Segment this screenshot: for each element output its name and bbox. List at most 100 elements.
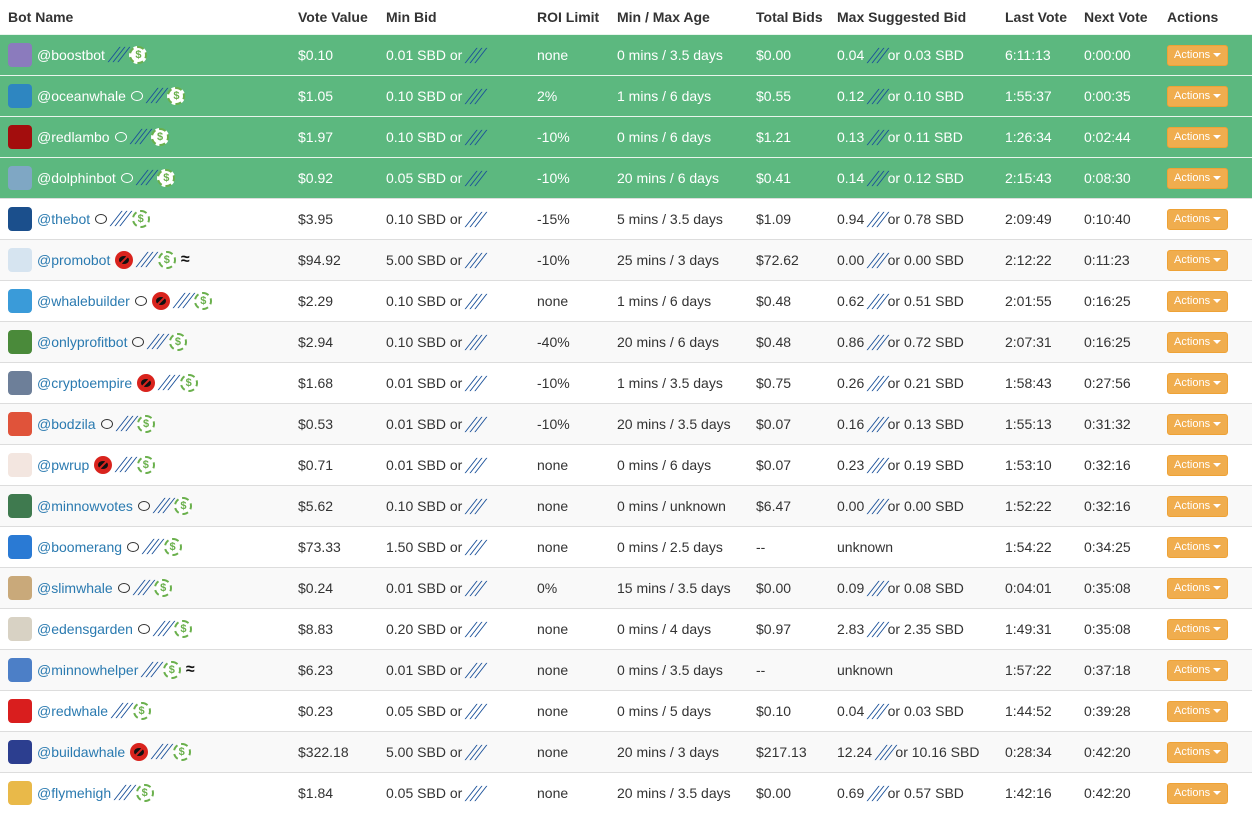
actions-button[interactable]: Actions bbox=[1167, 167, 1229, 189]
dollar-icon: $ bbox=[157, 169, 176, 187]
col-header-max-suggested-bid[interactable]: Max Suggested Bid bbox=[837, 9, 967, 25]
col-header-last-vote[interactable]: Last Vote bbox=[1005, 9, 1067, 25]
bot-name-link[interactable]: @edensgarden bbox=[37, 621, 133, 637]
caret-down-icon bbox=[1213, 257, 1222, 262]
actions-label: Actions bbox=[1174, 376, 1211, 389]
steem-icon: ╱╱╱ bbox=[867, 171, 886, 187]
actions-button[interactable]: Actions bbox=[1167, 85, 1229, 107]
roi-limit-cell: -15% bbox=[525, 198, 605, 240]
roi-limit-cell: 0% bbox=[525, 567, 605, 609]
actions-button[interactable]: Actions bbox=[1167, 700, 1229, 722]
max-suggested-bid-cell: 0.94 ╱╱╱ or 0.78 SBD bbox=[825, 198, 993, 240]
bot-name-link[interactable]: @boomerang bbox=[37, 539, 123, 555]
last-vote-cell: 1:44:52 bbox=[993, 690, 1072, 732]
bot-avatar bbox=[8, 207, 32, 231]
col-header-actions: Actions bbox=[1167, 9, 1219, 25]
actions-button[interactable]: Actions bbox=[1167, 44, 1229, 66]
max-bid-steem: 0.13 bbox=[837, 128, 865, 145]
next-vote-cell: 0:16:25 bbox=[1072, 321, 1155, 363]
bot-name-link[interactable]: @redlambo bbox=[37, 129, 110, 145]
age-cell: 0 mins / 6 days bbox=[605, 444, 744, 486]
min-bid-text: 0.05 SBD or bbox=[386, 169, 463, 186]
col-header-roi-limit[interactable]: ROI Limit bbox=[537, 9, 600, 25]
actions-button[interactable]: Actions bbox=[1167, 741, 1229, 763]
steem-icon: ╱╱╱ bbox=[107, 47, 127, 63]
bot-name-cell: @redlambo ╱╱╱ $ bbox=[0, 116, 286, 158]
bot-name-link[interactable]: @minnowvotes bbox=[37, 498, 133, 514]
steem-icon: ╱╱╱ bbox=[115, 457, 134, 473]
bot-name-link[interactable]: @minnowhelper bbox=[37, 662, 139, 678]
actions-label: Actions bbox=[1174, 171, 1211, 184]
min-bid-text: 0.10 SBD or bbox=[386, 87, 463, 104]
bot-avatar bbox=[8, 576, 32, 600]
min-bid-text: 0.01 SBD or bbox=[386, 661, 463, 678]
max-suggested-bid-cell: 0.62 ╱╱╱ or 0.51 SBD bbox=[825, 280, 993, 322]
table-row: @whalebuilder ╱╱╱ $ $2.29 0.10 SBD or ╱╱╱ n… bbox=[0, 280, 1252, 322]
bot-name-cell: @promobot ╱╱╱ $ ≈ bbox=[0, 239, 286, 281]
actions-button[interactable]: Actions bbox=[1167, 331, 1229, 353]
bot-name-link[interactable]: @promobot bbox=[37, 252, 111, 268]
total-bids-cell: $1.21 bbox=[744, 116, 825, 158]
actions-button[interactable]: Actions bbox=[1167, 290, 1229, 312]
total-bids-cell: $0.00 bbox=[744, 567, 825, 609]
dollar-icon: $ bbox=[172, 743, 191, 761]
caret-down-icon bbox=[1213, 544, 1222, 549]
col-header-next-vote[interactable]: Next Vote bbox=[1084, 9, 1148, 25]
actions-label: Actions bbox=[1174, 704, 1211, 717]
roi-limit-cell: -10% bbox=[525, 157, 605, 199]
bot-name-link[interactable]: @pwrup bbox=[37, 457, 90, 473]
max-bid-steem: 0.26 bbox=[837, 374, 865, 391]
actions-button[interactable]: Actions bbox=[1167, 536, 1229, 558]
bot-name-link[interactable]: @redwhale bbox=[37, 703, 109, 719]
actions-button[interactable]: Actions bbox=[1167, 126, 1229, 148]
bot-name-link[interactable]: @flymehigh bbox=[37, 785, 112, 801]
table-row: @flymehigh ╱╱╱ $ $1.84 0.05 SBD or ╱╱╱ none… bbox=[0, 772, 1252, 813]
actions-button[interactable]: Actions bbox=[1167, 618, 1229, 640]
table-row: @minnowhelper ╱╱╱ $ ≈ $6.23 0.01 SBD or ╱╱╱ … bbox=[0, 649, 1252, 691]
steem-icon: ╱╱╱ bbox=[465, 745, 484, 761]
bot-name-link[interactable]: @whalebuilder bbox=[37, 293, 130, 309]
bot-name-link[interactable]: @oceanwhale bbox=[37, 88, 126, 104]
bot-name-link[interactable]: @dolphinbot bbox=[37, 170, 116, 186]
min-bid-text: 0.01 SBD or bbox=[386, 579, 463, 596]
no-comment-icon bbox=[151, 292, 170, 310]
caret-down-icon bbox=[1213, 216, 1222, 221]
actions-button[interactable]: Actions bbox=[1167, 413, 1229, 435]
col-header-bot-name[interactable]: Bot Name bbox=[8, 9, 74, 25]
steem-icon: ╱╱╱ bbox=[867, 499, 886, 515]
vote-value-cell: $0.24 bbox=[286, 567, 374, 609]
age-cell: 20 mins / 6 days bbox=[605, 321, 744, 363]
bot-name-link[interactable]: @boostbot bbox=[37, 47, 105, 63]
bot-name-link[interactable]: @slimwhale bbox=[37, 580, 113, 596]
bot-name-link[interactable]: @buildawhale bbox=[37, 744, 126, 760]
vote-value-cell: $1.97 bbox=[286, 116, 374, 158]
bot-name-link[interactable]: @onlyprofitbot bbox=[37, 334, 128, 350]
actions-button[interactable]: Actions bbox=[1167, 577, 1229, 599]
actions-button[interactable]: Actions bbox=[1167, 495, 1229, 517]
steem-icon: ╱╱╱ bbox=[465, 335, 484, 351]
last-vote-cell: 1:54:22 bbox=[993, 526, 1072, 568]
actions-button[interactable]: Actions bbox=[1167, 249, 1229, 271]
actions-button[interactable]: Actions bbox=[1167, 659, 1229, 681]
next-vote-cell: 0:35:08 bbox=[1072, 567, 1155, 609]
col-header-age[interactable]: Min / Max Age bbox=[617, 9, 710, 25]
actions-button[interactable]: Actions bbox=[1167, 454, 1229, 476]
actions-button[interactable]: Actions bbox=[1167, 372, 1229, 394]
actions-label: Actions bbox=[1174, 130, 1211, 143]
bot-avatar bbox=[8, 248, 32, 272]
bot-name-link[interactable]: @thebot bbox=[37, 211, 91, 227]
dollar-icon: $ bbox=[174, 620, 193, 638]
bot-name-link[interactable]: @cryptoempire bbox=[37, 375, 133, 391]
actions-label: Actions bbox=[1174, 786, 1211, 799]
min-bid-cell: 1.50 SBD or ╱╱╱ bbox=[374, 526, 525, 568]
actions-cell: Actions bbox=[1155, 157, 1252, 199]
col-header-vote-value[interactable]: Vote Value bbox=[298, 9, 368, 25]
col-header-min-bid[interactable]: Min Bid bbox=[386, 9, 437, 25]
vote-value-cell: $2.94 bbox=[286, 321, 374, 363]
col-header-total-bids[interactable]: Total Bids bbox=[756, 9, 823, 25]
bot-name-link[interactable]: @bodzila bbox=[37, 416, 96, 432]
dollar-icon: $ bbox=[129, 46, 148, 64]
table-header-row: Bot Name Vote Value Min Bid ROI Limit Mi… bbox=[0, 0, 1252, 35]
actions-button[interactable]: Actions bbox=[1167, 208, 1229, 230]
actions-button[interactable]: Actions bbox=[1167, 782, 1229, 804]
